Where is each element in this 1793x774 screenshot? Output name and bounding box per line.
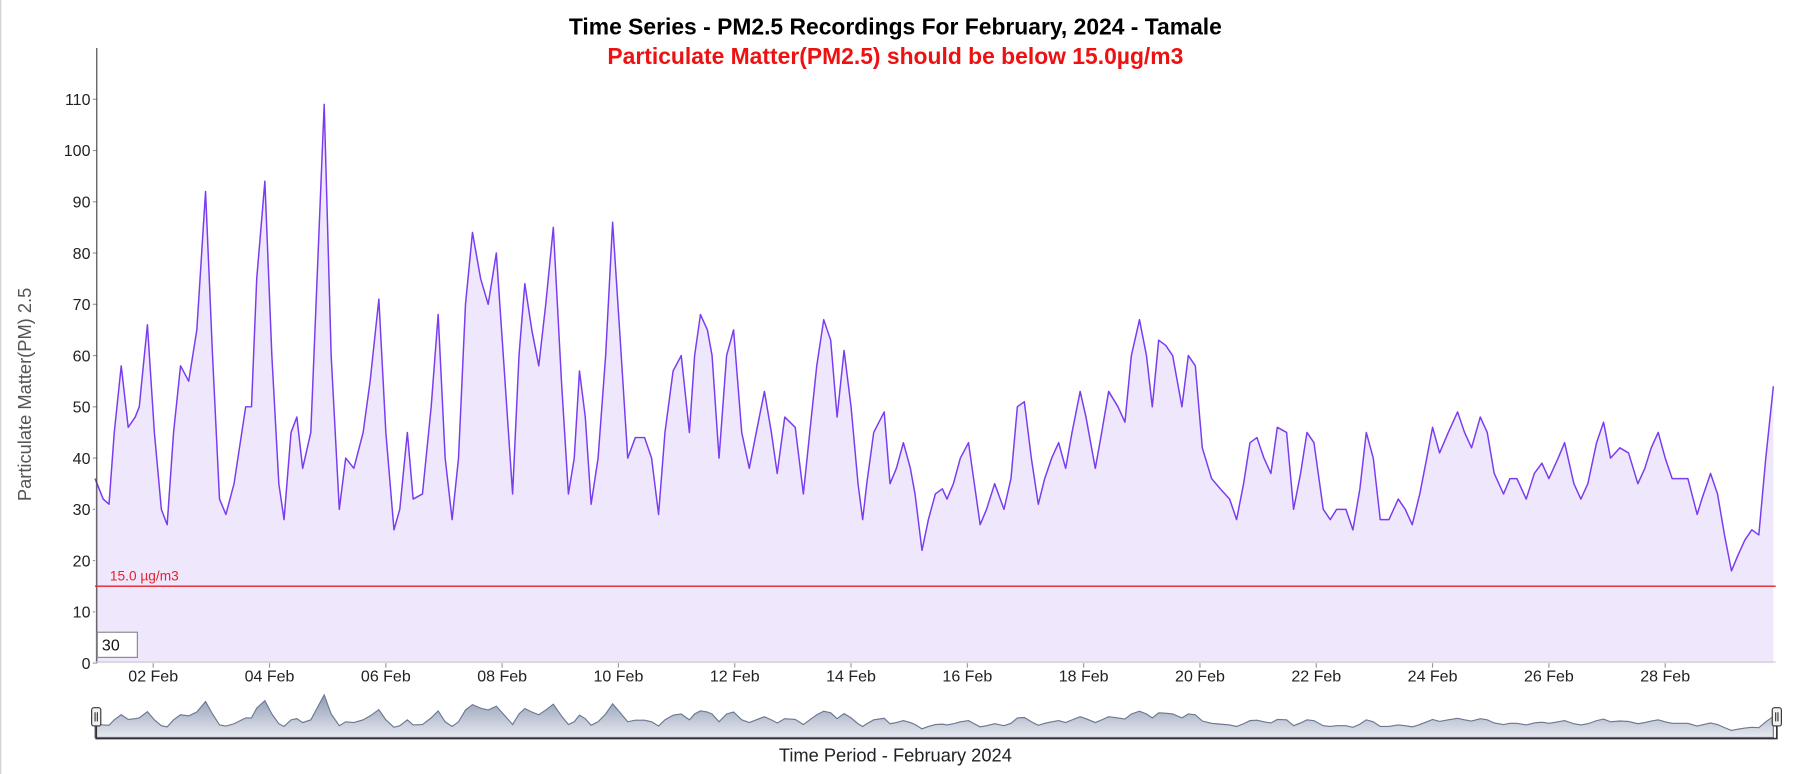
y-tick-label: 60: [73, 348, 91, 365]
range-input-value[interactable]: 30: [102, 638, 120, 655]
y-tick-label: 40: [73, 451, 91, 468]
navigator-outline: [95, 721, 1778, 740]
x-tick-label: 02 Feb: [128, 668, 178, 685]
area-fill: [95, 104, 1774, 664]
x-axis-title: Time Period - February 2024: [779, 744, 1012, 765]
x-tick-label: 04 Feb: [245, 668, 295, 685]
y-tick-label: 70: [73, 297, 91, 314]
x-tick-label: 28 Feb: [1640, 668, 1690, 685]
y-axis-title: Particulate Matter(PM) 2.5: [14, 288, 35, 501]
chart-title: Time Series - PM2.5 Recordings For Febru…: [569, 13, 1222, 39]
chart-subtitle: Particulate Matter(PM2.5) should be belo…: [607, 43, 1183, 69]
y-tick-label: 50: [73, 400, 91, 417]
y-tick-label: 10: [73, 605, 91, 622]
x-tick-label: 12 Feb: [710, 668, 760, 685]
x-tick-label: 08 Feb: [477, 668, 527, 685]
navigator-handle[interactable]: [91, 707, 102, 727]
y-tick-label: 100: [64, 143, 91, 160]
y-tick-label: 20: [73, 553, 91, 570]
x-tick-label: 10 Feb: [594, 668, 644, 685]
x-tick-label: 20 Feb: [1175, 668, 1225, 685]
x-tick-label: 06 Feb: [361, 668, 411, 685]
x-tick-label: 24 Feb: [1408, 668, 1458, 685]
y-tick-label: 90: [73, 195, 91, 212]
x-tick-label: 26 Feb: [1524, 668, 1574, 685]
threshold-label: 15.0 µg/m3: [110, 569, 179, 584]
x-tick-label: 14 Feb: [826, 668, 876, 685]
y-tick-label: 110: [65, 92, 91, 109]
series-line: [94, 103, 1775, 572]
y-tick-label: 80: [73, 246, 91, 263]
x-tick-label: 16 Feb: [942, 668, 992, 685]
navigator-handle[interactable]: [1771, 707, 1782, 727]
y-tick-label: 30: [73, 502, 91, 519]
range-input[interactable]: [96, 631, 138, 658]
x-tick-label: 22 Feb: [1291, 668, 1341, 685]
y-tick-label: 0: [82, 656, 91, 673]
x-tick-label: 18 Feb: [1059, 668, 1109, 685]
navigator-area: [94, 693, 1774, 738]
